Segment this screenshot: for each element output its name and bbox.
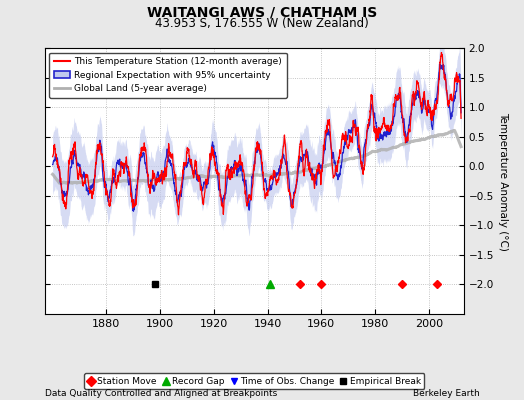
Text: Berkeley Earth: Berkeley Earth	[413, 389, 479, 398]
Text: 43.953 S, 176.555 W (New Zealand): 43.953 S, 176.555 W (New Zealand)	[155, 17, 369, 30]
Y-axis label: Temperature Anomaly (°C): Temperature Anomaly (°C)	[498, 112, 508, 250]
Text: Data Quality Controlled and Aligned at Breakpoints: Data Quality Controlled and Aligned at B…	[45, 389, 277, 398]
Legend: Station Move, Record Gap, Time of Obs. Change, Empirical Break: Station Move, Record Gap, Time of Obs. C…	[84, 373, 424, 389]
Text: WAITANGI AWS / CHATHAM IS: WAITANGI AWS / CHATHAM IS	[147, 6, 377, 20]
